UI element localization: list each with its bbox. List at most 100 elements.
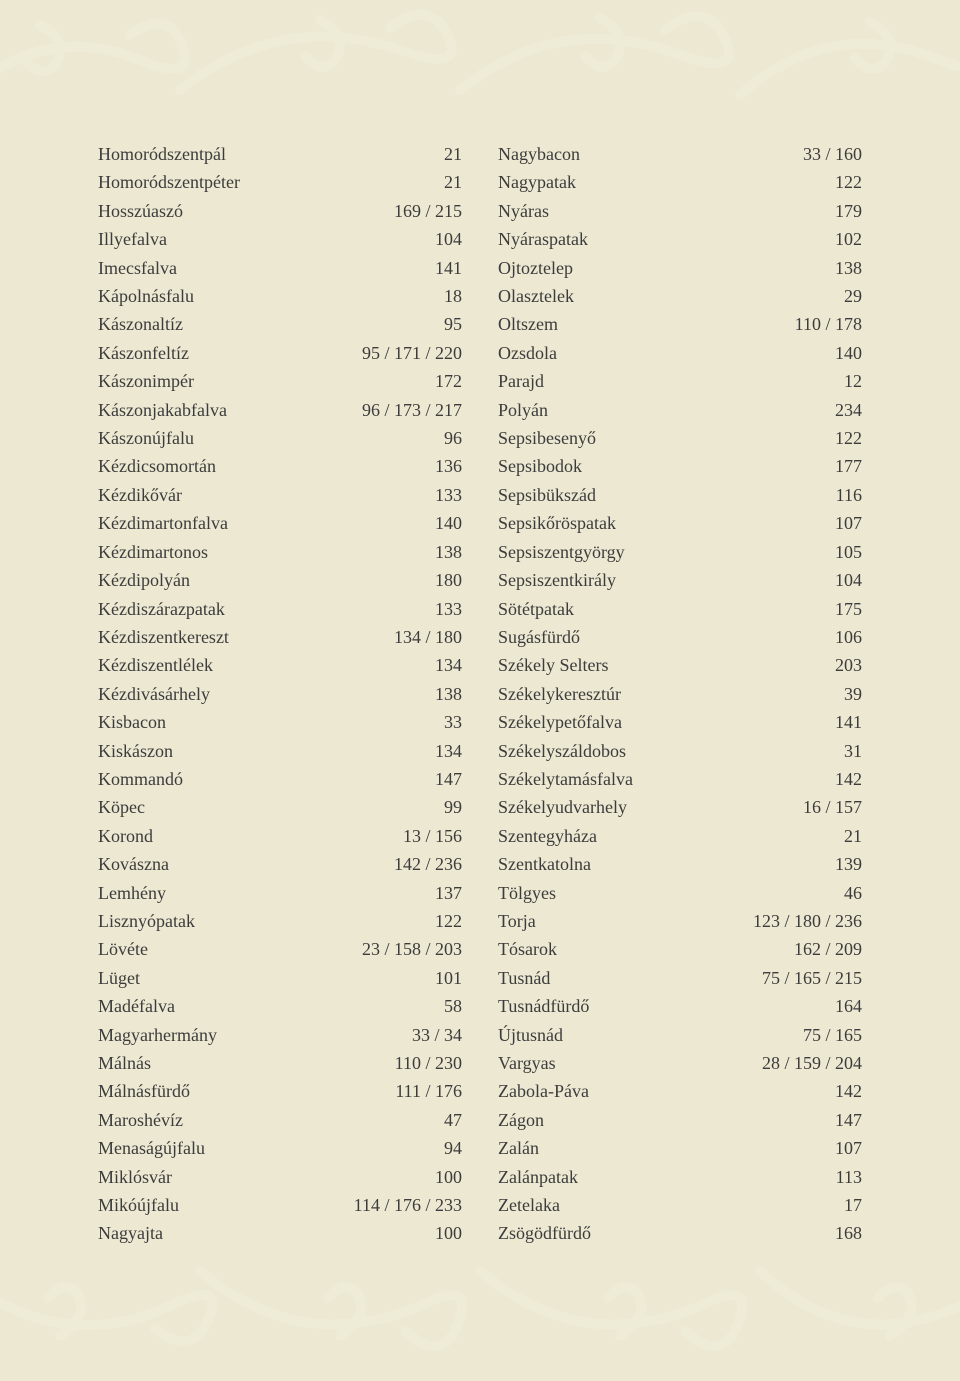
place-name: Tusnádfürdő	[498, 992, 589, 1020]
index-content: Homoródszentpál21Homoródszentpéter21Hoss…	[0, 140, 960, 1248]
place-name: Sepsiszentkirály	[498, 566, 616, 594]
place-name: Torja	[498, 907, 536, 935]
page-numbers: 140	[435, 509, 462, 537]
index-row: Kápolnásfalu 18	[98, 282, 462, 310]
place-name: Nagyajta	[98, 1219, 163, 1247]
page-numbers: 234	[835, 396, 862, 424]
place-name: Lövéte	[98, 935, 148, 963]
index-row: Ojtoztelep138	[498, 254, 862, 282]
index-row: Székelyudvarhely16 / 157	[498, 793, 862, 821]
index-row: Mikóújfalu114 / 176 / 233	[98, 1191, 462, 1219]
place-name: Nyáraspatak	[498, 225, 588, 253]
place-name: Kommandó	[98, 765, 183, 793]
page-numbers: 95	[444, 310, 462, 338]
page-numbers: 107	[835, 1134, 862, 1162]
page-numbers: 28 / 159 / 204	[762, 1049, 862, 1077]
place-name: Hosszúaszó	[98, 197, 183, 225]
place-name: Lisznyópatak	[98, 907, 195, 935]
index-row: Miklósvár100	[98, 1163, 462, 1191]
index-row: Illyefalva104	[98, 225, 462, 253]
place-name: Székelyszáldobos	[498, 737, 626, 765]
page-numbers: 100	[435, 1219, 462, 1247]
page-numbers: 96	[444, 424, 462, 452]
index-row: Nagypatak122	[498, 168, 862, 196]
page-numbers: 147	[835, 1106, 862, 1134]
index-row: Polyán 234	[498, 396, 862, 424]
index-row: Kézdiszentlélek134	[98, 651, 462, 679]
place-name: Szentegyháza	[498, 822, 597, 850]
index-row: Tusnádfürdő164	[498, 992, 862, 1020]
index-row: Kiskászon134	[98, 737, 462, 765]
page-numbers: 33	[444, 708, 462, 736]
index-row: Nyáraspatak102	[498, 225, 862, 253]
page-numbers: 21	[844, 822, 862, 850]
page-numbers: 141	[835, 708, 862, 736]
place-name: Kápolnásfalu	[98, 282, 194, 310]
index-row: Menaságújfalu94	[98, 1134, 462, 1162]
place-name: Vargyas	[498, 1049, 556, 1077]
page-numbers: 21	[444, 140, 462, 168]
place-name: Székely Selters	[498, 651, 608, 679]
place-name: Málnásfürdő	[98, 1077, 190, 1105]
place-name: Székelypetőfalva	[498, 708, 622, 736]
page-numbers: 17	[844, 1191, 862, 1219]
page-numbers: 141	[435, 254, 462, 282]
index-row: Zabola-Páva142	[498, 1077, 862, 1105]
page-numbers: 33 / 160	[803, 140, 862, 168]
index-row: Sepsikőröspatak107	[498, 509, 862, 537]
index-row: Sepsiszentkirály104	[498, 566, 862, 594]
index-row: Olasztelek 29	[498, 282, 862, 310]
page-numbers: 116	[836, 481, 862, 509]
index-row: Vargyas 28 / 159 / 204	[498, 1049, 862, 1077]
index-row: Szentegyháza 21	[498, 822, 862, 850]
index-column-right: Nagybacon33 / 160Nagypatak122Nyáras179Ny…	[498, 140, 862, 1248]
page-numbers: 138	[835, 254, 862, 282]
index-row: Parajd12	[498, 367, 862, 395]
index-row: Oltszem110 / 178	[498, 310, 862, 338]
page-numbers: 75 / 165 / 215	[762, 964, 862, 992]
place-name: Sugásfürdő	[498, 623, 580, 651]
page-numbers: 18	[444, 282, 462, 310]
place-name: Kézdivásárhely	[98, 680, 210, 708]
place-name: Kovászna	[98, 850, 169, 878]
page-numbers: 139	[835, 850, 862, 878]
place-name: Kászonaltíz	[98, 310, 183, 338]
index-row: Hosszúaszó169 / 215	[98, 197, 462, 225]
place-name: Korond	[98, 822, 153, 850]
index-row: Kézdimartonos138	[98, 538, 462, 566]
place-name: Olasztelek	[498, 282, 574, 310]
index-column-left: Homoródszentpál21Homoródszentpéter21Hoss…	[98, 140, 462, 1248]
page-numbers: 168	[835, 1219, 862, 1247]
index-row: Sepsibodok177	[498, 452, 862, 480]
page-numbers: 107	[835, 509, 862, 537]
place-name: Tósarok	[498, 935, 557, 963]
place-name: Kézdiszárazpatak	[98, 595, 225, 623]
index-row: Maroshévíz47	[98, 1106, 462, 1134]
page-numbers: 100	[435, 1163, 462, 1191]
page-numbers: 162 / 209	[794, 935, 862, 963]
place-name: Kiskászon	[98, 737, 173, 765]
page-numbers: 110 / 230	[395, 1049, 462, 1077]
place-name: Homoródszentpál	[98, 140, 226, 168]
index-row: Zalán 107	[498, 1134, 862, 1162]
page-numbers: 13 / 156	[403, 822, 462, 850]
index-row: Kovászna142 / 236	[98, 850, 462, 878]
page-numbers: 175	[835, 595, 862, 623]
page-numbers: 29	[844, 282, 862, 310]
page-numbers: 95 / 171 / 220	[362, 339, 462, 367]
page-numbers: 58	[444, 992, 462, 1020]
index-row: Székelytamásfalva142	[498, 765, 862, 793]
place-name: Zalán	[498, 1134, 539, 1162]
place-name: Zetelaka	[498, 1191, 560, 1219]
index-row: Torja123 / 180 / 236	[498, 907, 862, 935]
place-name: Illyefalva	[98, 225, 167, 253]
page-numbers: 23 / 158 / 203	[362, 935, 462, 963]
place-name: Oltszem	[498, 310, 558, 338]
index-row: Kézdimartonfalva140	[98, 509, 462, 537]
index-row: Zalánpatak113	[498, 1163, 862, 1191]
page-numbers: 12	[844, 367, 862, 395]
page-numbers: 142	[835, 765, 862, 793]
place-name: Sepsibesenyő	[498, 424, 596, 452]
place-name: Polyán	[498, 396, 548, 424]
page-numbers: 39	[844, 680, 862, 708]
